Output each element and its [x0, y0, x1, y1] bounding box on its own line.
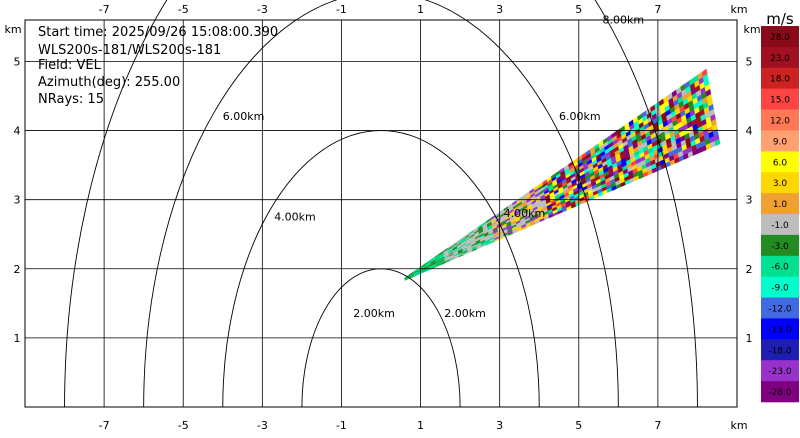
- y-tick-label-right: 3: [746, 194, 753, 207]
- colorbar-label: -28.0: [768, 388, 792, 398]
- x-tick-label-bottom: -1: [336, 419, 347, 432]
- colorbar-swatch: [761, 297, 799, 319]
- colorbar-swatch: [761, 151, 799, 173]
- range-ring-labels: 2.00km 2.00km 4.00km 4.00km 6.00km 6.00km 8.00…: [223, 13, 644, 320]
- x-unit-label: km: [730, 419, 747, 432]
- colorbar-label: -3.0: [771, 242, 789, 252]
- start-time-text: Start time: 2025/09/26 15:08:00.390: [38, 25, 279, 40]
- colorbar-label: 12.0: [770, 117, 790, 127]
- colorbar-unit: m/s: [766, 10, 794, 28]
- y-tick-label-right: 4: [746, 125, 753, 138]
- x-tick-label-bottom: -3: [257, 419, 268, 432]
- x-unit-label: km: [730, 3, 747, 16]
- colorbar-swatch: [761, 276, 799, 298]
- colorbar-swatch: [761, 172, 799, 194]
- y-unit-label: km: [743, 23, 760, 36]
- nrays-text: NRays: 15: [38, 92, 104, 107]
- x-tick-label-bottom: 7: [654, 419, 661, 432]
- colorbar-swatch: [761, 318, 799, 340]
- colorbar-swatch: [761, 130, 799, 152]
- colorbar-swatch: [761, 67, 799, 89]
- range-ring-label: 4.00km: [504, 207, 546, 220]
- x-tick-label-top: 3: [496, 3, 503, 16]
- colorbar-swatch: [761, 339, 799, 361]
- colorbar-swatch: [761, 46, 799, 69]
- velocity-gate: [701, 68, 708, 78]
- x-tick-label-top: -5: [178, 3, 189, 16]
- y-tick-label-left: 1: [14, 332, 21, 345]
- range-ring-label: 4.00km: [274, 210, 316, 223]
- y-tick-label-right: 5: [746, 55, 753, 68]
- colorbar-label: -12.0: [768, 305, 792, 315]
- colorbar-swatch: [761, 360, 799, 382]
- range-ring-label: 6.00km: [223, 110, 265, 123]
- colorbar-swatch: [761, 381, 799, 403]
- colorbar-swatch: [761, 214, 799, 236]
- x-tick-label-top: -3: [257, 3, 268, 16]
- colorbar-label: -23.0: [768, 367, 792, 377]
- colorbar-label: 3.0: [773, 179, 788, 189]
- colorbar-label: -6.0: [771, 263, 789, 273]
- x-tick-label-top: -1: [336, 3, 347, 16]
- y-tick-label-left: 2: [14, 263, 21, 276]
- colorbar: m/s 28.0 23.0 18.0 15.0 12.0 9.0 6.0 3.0 1.0 -1.0 -…: [761, 10, 799, 403]
- range-ring: [143, 0, 619, 408]
- colorbar-label: -18.0: [768, 346, 792, 356]
- colorbar-label: 28.0: [770, 33, 790, 43]
- colorbar-swatch: [761, 26, 799, 48]
- x-tick-label-top: -7: [99, 3, 110, 16]
- x-tick-label-bottom: 5: [575, 419, 582, 432]
- y-unit-label: km: [4, 23, 21, 36]
- colorbar-swatch: [761, 193, 799, 215]
- y-tick-label-left: 3: [14, 194, 21, 207]
- range-ring-label: 8.00km: [603, 13, 645, 26]
- y-tick-label-right: 1: [746, 332, 753, 345]
- velocity-sector: [404, 68, 721, 281]
- colorbar-label: 1.0: [773, 200, 788, 210]
- axis-ticks: -7 -7 -5 -5 -3 -3 -1 -1 1 1 3 3 5 5 7 7 1 1 2 2 3 3 4 4 5 5 km km km…: [4, 3, 760, 432]
- x-tick-label-top: 7: [654, 3, 661, 16]
- x-tick-label-top: 1: [417, 3, 424, 16]
- range-ring-label: 2.00km: [353, 307, 395, 320]
- colorbar-swatch: [761, 234, 799, 257]
- x-tick-label-bottom: -5: [178, 419, 189, 432]
- colorbar-label: 15.0: [770, 96, 790, 106]
- range-ring-label: 2.00km: [444, 307, 486, 320]
- x-tick-label-bottom: -7: [99, 419, 110, 432]
- colorbar-label: 23.0: [770, 54, 790, 64]
- range-rings: [64, 0, 698, 408]
- range-ring: [301, 268, 461, 408]
- colorbar-label: 6.0: [773, 158, 788, 168]
- colorbar-swatch: [761, 88, 799, 110]
- x-tick-label-bottom: 1: [417, 419, 424, 432]
- y-tick-label-left: 4: [14, 125, 21, 138]
- y-tick-label-right: 2: [746, 263, 753, 276]
- colorbar-label: -1.0: [771, 221, 789, 231]
- colorbar-label: -9.0: [771, 284, 789, 294]
- field-text: Field: VEL: [38, 58, 101, 73]
- azimuth-text: Azimuth(deg): 255.00: [38, 75, 181, 90]
- colorbar-label: 9.0: [773, 137, 788, 147]
- grid: [25, 20, 737, 407]
- colorbar-swatch: [761, 109, 799, 131]
- colorbar-swatch: [761, 255, 799, 277]
- x-tick-label-top: 5: [575, 3, 582, 16]
- y-tick-label-left: 5: [14, 55, 21, 68]
- range-ring-label: 6.00km: [559, 110, 601, 123]
- colorbar-label: 18.0: [770, 75, 790, 85]
- x-tick-label-bottom: 3: [496, 419, 503, 432]
- instrument-text: WLS200s-181/WLS200s-181: [38, 43, 222, 58]
- colorbar-label: -15.0: [768, 325, 792, 335]
- range-ring: [64, 0, 698, 408]
- plot-frame: [24, 19, 738, 408]
- range-ring: [222, 130, 540, 408]
